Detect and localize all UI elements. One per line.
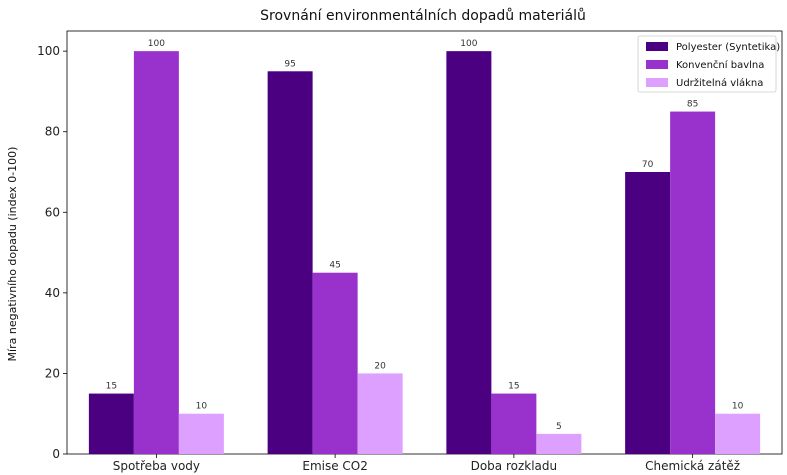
- y-tick-label: 60: [45, 205, 60, 219]
- y-tick-label: 40: [45, 286, 60, 300]
- data-label: 15: [106, 382, 117, 392]
- data-label: 10: [732, 402, 744, 412]
- data-label: 100: [460, 39, 477, 49]
- bar: [715, 413, 761, 454]
- data-label: 20: [374, 361, 386, 371]
- data-label: 45: [329, 261, 340, 271]
- x-tick-label: Emise CO2: [302, 459, 368, 473]
- legend-swatch: [646, 78, 668, 87]
- legend-label: Polyester (Syntetika): [676, 42, 780, 53]
- bar: [625, 172, 671, 454]
- legend-box: [637, 35, 777, 93]
- legend: Polyester (Syntetika) Konvenční bavlna Udr…: [637, 35, 780, 93]
- x-tick-label: Doba rozkladu: [471, 459, 558, 473]
- bar: [670, 111, 716, 455]
- bar: [88, 393, 134, 454]
- x-tick-label: Chemická zátěž: [645, 459, 740, 473]
- bar: [312, 272, 358, 454]
- data-label: 85: [687, 100, 698, 110]
- y-tick-label: 20: [45, 366, 60, 380]
- y-tick-label: 80: [45, 125, 60, 139]
- plot-frame: [66, 30, 783, 455]
- legend-swatch: [646, 60, 668, 69]
- y-tick-label: 100: [37, 44, 60, 58]
- bar: [178, 413, 224, 454]
- x-tick-label: Spotřeba vody: [113, 459, 200, 473]
- data-label: 70: [642, 160, 654, 170]
- plot-area: 0 20 40 60 80 100 Spotřeba vody 15 100 10 Emise CO…: [37, 30, 783, 473]
- y-axis-title: Míra negativního dopadu (index 0-100): [6, 147, 19, 362]
- bar: [446, 51, 492, 455]
- legend-label: Konvenční bavlna: [676, 59, 764, 71]
- bar: [267, 71, 313, 455]
- legend-label: Udržitelná vlákna: [676, 77, 763, 89]
- data-label: 10: [196, 402, 208, 412]
- data-label: 5: [556, 422, 562, 432]
- legend-swatch: [646, 42, 668, 51]
- chart-title: Srovnání environmentálních dopadů materi…: [260, 8, 586, 24]
- data-label: 15: [508, 382, 519, 392]
- bar: [357, 373, 403, 454]
- data-label: 95: [284, 59, 295, 69]
- bar: [491, 393, 537, 454]
- bar: [133, 51, 179, 455]
- bar: [536, 433, 582, 454]
- y-tick-label: 0: [52, 447, 60, 461]
- data-label: 100: [148, 39, 165, 49]
